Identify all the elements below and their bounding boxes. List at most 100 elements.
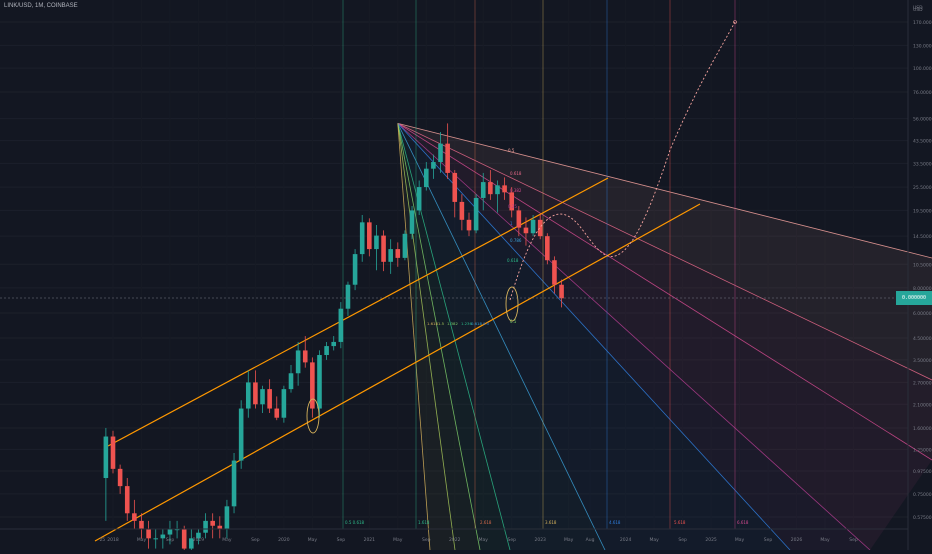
fib-fan-line [397,123,932,461]
candle-body [274,408,280,418]
fib-fan-line [397,123,431,551]
x-tick-label: May [222,537,232,543]
candle-body [324,346,329,356]
candle-body [395,249,401,258]
candle-body [295,350,301,374]
x-tick-label: Aug [586,537,595,543]
x-tick-label: 2023 [534,537,546,543]
x-tick-label: 2020 [278,537,290,543]
x-tick-label: Sep [849,537,858,543]
candle-body [523,227,529,234]
fib-fan-line [397,123,511,551]
candle-body [167,529,173,535]
x-tick-label: 2018 [107,537,119,543]
fan-label: 1 [510,221,513,226]
x-tick-label: Sep [422,537,431,543]
candle-body [196,532,201,539]
candle-body [210,520,215,526]
candle-body [473,197,479,231]
channel-lower [94,203,701,542]
y-tick-label: 1.25000 [913,447,932,453]
fan-label: 0.5 [508,148,515,153]
y-tick-label: 14.50000 [913,234,932,240]
x-tick-label: 2026 [791,537,803,543]
fib-cluster-label: 1.382 [447,321,458,326]
y-axis[interactable]: USD 170.00000 130.00000 100.00000 76.00000 56… [907,0,932,550]
candle-body [238,408,244,461]
fib-cluster-label: 1.236 [461,321,472,326]
x-tick-label: May [479,537,489,543]
candle-body [260,389,265,405]
gridlines [0,0,908,529]
fib-fan-line [397,123,481,551]
y-tick-label: 56.00000 [913,117,932,123]
candle-body [224,506,230,530]
x-tick-label: Sep [166,537,175,543]
candle-body [516,210,522,228]
candle-body [445,143,450,173]
candle-body [245,382,251,409]
candle-body [423,168,429,188]
fan-label: 0.618 [510,171,522,176]
candle-body [302,350,308,363]
candle-body [502,185,507,193]
y-tick-label: 76.00000 [913,90,932,96]
candle-body [495,185,500,195]
candle-body [288,373,294,390]
x-tick-label: 2019 [193,537,205,543]
y-tick-label: USD [913,7,923,13]
fib-time-label: 3.618 [545,520,557,525]
candle-body [153,538,159,540]
parallel-channel [94,177,701,542]
candle-body [103,436,109,479]
candle-body [545,236,550,261]
x-tick-label: Sep [507,537,516,543]
candle-body [331,341,337,347]
x-tick-label: May [308,537,318,543]
x-tick-label: 25 [99,537,105,543]
candle-body [217,525,223,530]
candle-body [488,182,493,195]
y-tick-label: 0.97500 [913,469,932,475]
y-tick-label: 4.50000 [913,336,932,342]
candle-body [189,538,194,549]
x-tick-label: Sep [678,537,687,543]
candle-body [466,219,472,231]
candle-body [352,254,358,285]
x-tick-label: May [649,537,659,543]
fib-time-zones: 0.5 0.618 1.618 2.618 3.618 4.618 5.618 6.618 [342,0,749,529]
fan-label: 0.5 [510,319,517,324]
candle-body [402,233,408,258]
projection-target-marker [733,20,737,24]
x-tick-label: Sep [337,537,346,543]
y-tick-label: 1.60000 [913,426,932,432]
candle-body [459,201,465,220]
y-tick-label: 8.00000 [913,286,932,292]
y-tick-label: 100.00000 [913,66,932,72]
symbol-label[interactable]: LINK/USD, 1M, COINBASE [4,3,78,9]
fib-fan-line [397,123,791,551]
y-tick-label: 43.50000 [913,139,932,145]
x-axis[interactable]: 25 2018 May Sep 2019 May Sep 2020 May Sep 2021 May S… [0,528,908,543]
y-tick-label: 19.50000 [913,208,932,214]
fib-cluster-label: 0.5 [483,321,490,326]
y-tick-label: 0.57500 [913,515,932,521]
candle-body [438,143,443,163]
y-tick-label: 33.50000 [913,161,932,167]
fan-label: 0.25 [508,204,517,209]
y-tick-label: 3.50000 [913,358,932,364]
candle-body [267,389,272,409]
candle-body [416,187,422,211]
y-tick-label: 2.70000 [913,380,932,386]
fib-time-label: 1.618 [418,520,430,525]
candle-body [374,235,379,250]
candle-body [310,362,315,409]
y-tick-label: 130.00000 [913,43,932,49]
x-tick-label: 2021 [364,537,376,543]
y-tick-label: 6.00000 [913,311,932,317]
candle-body [480,182,486,198]
fib-cluster-label: 1.5 [438,321,445,326]
